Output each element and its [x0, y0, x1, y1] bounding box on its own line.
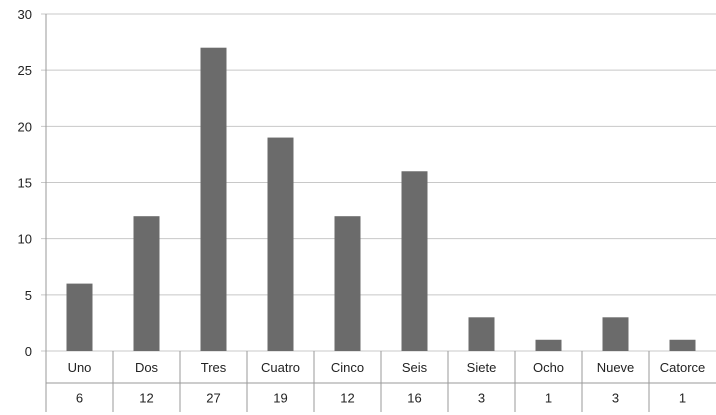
category-label: Cuatro — [261, 360, 300, 375]
category-label: Siete — [467, 360, 497, 375]
category-label: Cinco — [331, 360, 364, 375]
bar-siete — [468, 317, 495, 351]
bar-cuatro — [267, 137, 294, 351]
category-label: Nueve — [597, 360, 635, 375]
category-label: Catorce — [660, 360, 706, 375]
y-tick-label: 0 — [25, 344, 32, 359]
y-axis: 0 5 10 15 20 25 30 — [18, 7, 47, 412]
y-tick-label: 25 — [18, 63, 32, 78]
value-label: 1 — [545, 391, 552, 406]
value-label: 12 — [340, 391, 354, 406]
data-table: Uno 6 Dos 12 Tres 27 Cuatro 19 Cinco 12 Seis 16 Siet… — [46, 351, 716, 412]
bar-tres — [200, 47, 227, 351]
bar-cinco — [334, 216, 361, 351]
value-label: 12 — [139, 391, 153, 406]
bar-seis — [401, 171, 428, 351]
y-tick-label: 5 — [25, 288, 32, 303]
category-label: Seis — [402, 360, 428, 375]
value-label: 6 — [76, 391, 83, 406]
category-label: Tres — [201, 360, 227, 375]
y-tick-label: 15 — [18, 176, 32, 191]
bar-uno — [66, 283, 93, 351]
value-label: 16 — [407, 391, 421, 406]
y-tick-label: 30 — [18, 7, 32, 22]
bars — [66, 47, 696, 351]
bar-ocho — [535, 339, 562, 351]
category-label: Ocho — [533, 360, 564, 375]
bar-dos — [133, 216, 160, 351]
y-tick-label: 10 — [18, 232, 32, 247]
value-label: 3 — [612, 391, 619, 406]
value-label: 1 — [679, 391, 686, 406]
value-label: 3 — [478, 391, 485, 406]
value-label: 27 — [206, 391, 220, 406]
bar-catorce — [669, 339, 696, 351]
value-label: 19 — [273, 391, 287, 406]
bar-nueve — [602, 317, 629, 351]
category-label: Uno — [68, 360, 92, 375]
category-label: Dos — [135, 360, 159, 375]
y-tick-label: 20 — [18, 119, 32, 134]
